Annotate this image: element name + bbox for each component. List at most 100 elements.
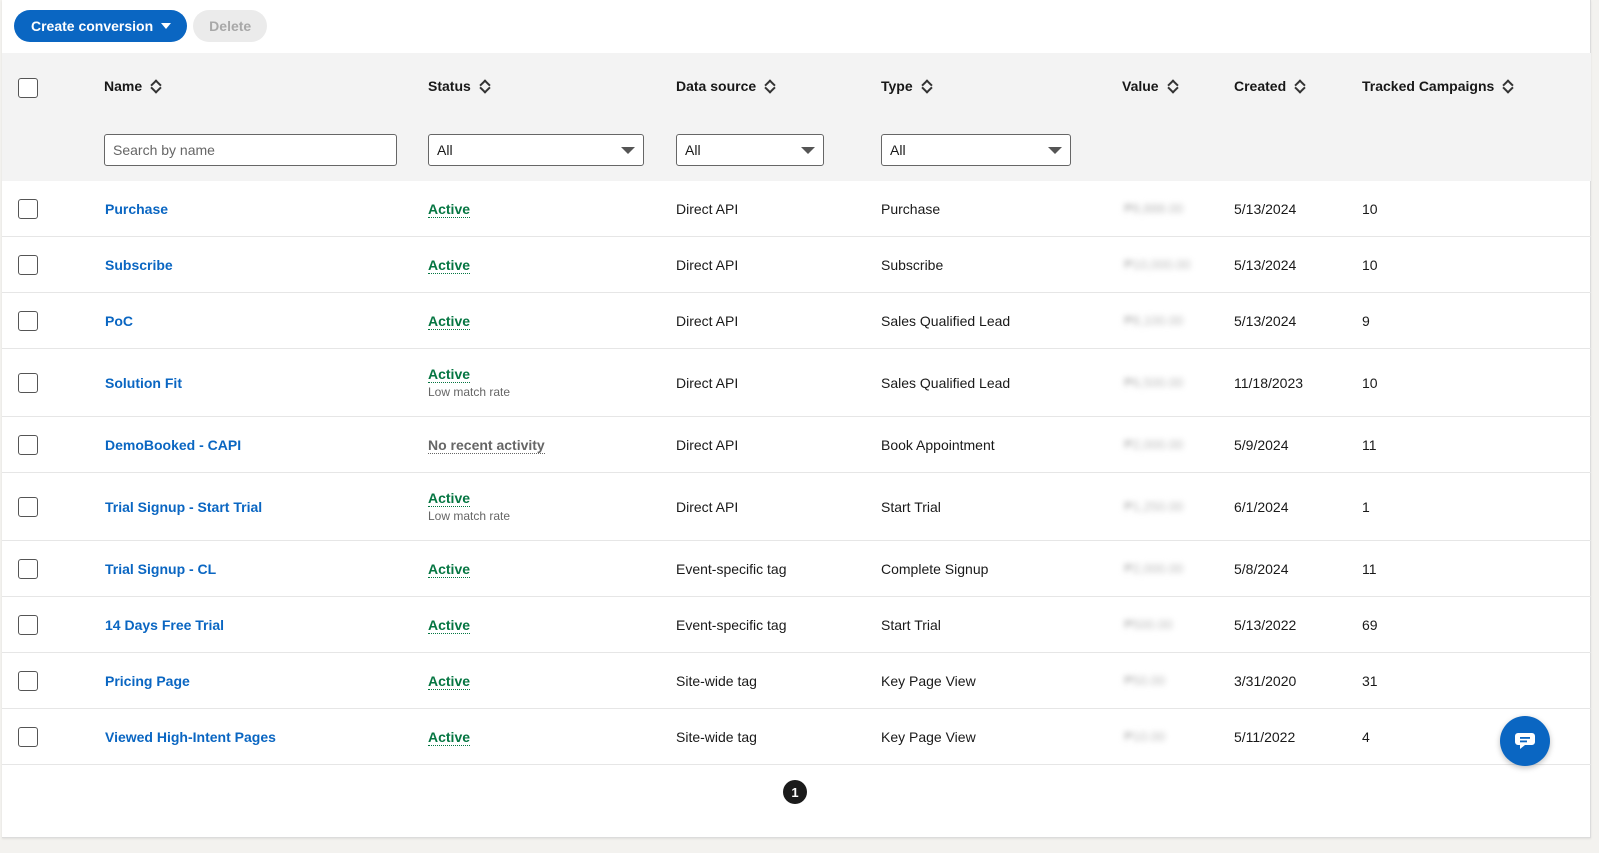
- data-source-cell: Site-wide tag: [676, 673, 757, 689]
- created-cell: 5/13/2022: [1234, 617, 1297, 633]
- row-checkbox[interactable]: [18, 373, 38, 393]
- column-tracked-campaigns[interactable]: Tracked Campaigns: [1362, 78, 1513, 94]
- table-row: Purchase Active Direct API Purchase ₱8,8…: [2, 181, 1591, 237]
- status-label[interactable]: Active: [428, 729, 471, 746]
- status-filter-value: All: [437, 142, 453, 158]
- conversion-name-link[interactable]: Purchase: [105, 201, 169, 217]
- value-cell: ₱8,100.00: [1124, 313, 1184, 328]
- column-type-label: Type: [881, 78, 913, 94]
- created-cell: 3/31/2020: [1234, 673, 1297, 689]
- table-row: PoC Active Direct API Sales Qualified Le…: [2, 293, 1591, 349]
- status-label[interactable]: Active: [428, 257, 471, 274]
- value-cell: ₱1,250.00: [1124, 499, 1184, 514]
- chat-icon: [1515, 733, 1535, 749]
- row-checkbox[interactable]: [18, 559, 38, 579]
- data-source-cell: Event-specific tag: [676, 561, 787, 577]
- column-value[interactable]: Value: [1122, 78, 1178, 94]
- conversion-name-link[interactable]: Subscribe: [105, 257, 173, 273]
- column-type[interactable]: Type: [881, 78, 932, 94]
- conversion-name-link[interactable]: PoC: [105, 313, 133, 329]
- table-row: Solution Fit Active Low match rate Direc…: [2, 349, 1591, 417]
- tracked-campaigns-cell: 11: [1362, 561, 1377, 577]
- table-row: Subscribe Active Direct API Subscribe ₱1…: [2, 237, 1591, 293]
- column-status[interactable]: Status: [428, 78, 490, 94]
- column-created[interactable]: Created: [1234, 78, 1305, 94]
- table-row: Viewed High-Intent Pages Active Site-wid…: [2, 709, 1591, 765]
- column-data-source[interactable]: Data source: [676, 78, 775, 94]
- status-cell: No recent activity: [428, 437, 545, 454]
- status-cell: Active: [428, 257, 471, 274]
- select-all-checkbox[interactable]: [18, 78, 38, 98]
- sort-icon[interactable]: [1295, 79, 1305, 93]
- status-label[interactable]: No recent activity: [428, 437, 545, 454]
- status-label[interactable]: Active: [428, 561, 471, 578]
- row-checkbox[interactable]: [18, 497, 38, 517]
- tracked-campaigns-cell: 11: [1362, 437, 1377, 453]
- pagination-page-1[interactable]: 1: [783, 780, 807, 804]
- create-conversion-button[interactable]: Create conversion: [14, 10, 188, 42]
- data-source-cell: Site-wide tag: [676, 729, 757, 745]
- column-name[interactable]: Name: [104, 78, 161, 94]
- delete-button[interactable]: Delete: [193, 10, 268, 42]
- type-cell: Complete Signup: [881, 561, 989, 577]
- created-cell: 5/13/2024: [1234, 201, 1297, 217]
- row-checkbox[interactable]: [18, 199, 38, 219]
- table-row: Pricing Page Active Site-wide tag Key Pa…: [2, 653, 1591, 709]
- sort-icon[interactable]: [1503, 79, 1513, 93]
- tracked-campaigns-cell: 10: [1362, 201, 1378, 217]
- value-cell: ₱10,000.00: [1124, 257, 1191, 272]
- type-cell: Start Trial: [881, 617, 941, 633]
- status-filter-select[interactable]: All: [428, 134, 644, 166]
- type-cell: Book Appointment: [881, 437, 995, 453]
- status-label[interactable]: Active: [428, 673, 471, 690]
- status-label[interactable]: Active: [428, 617, 471, 634]
- value-cell: ₱2,000.00: [1124, 561, 1184, 576]
- conversion-name-link[interactable]: Solution Fit: [105, 375, 182, 391]
- sort-icon[interactable]: [480, 79, 490, 93]
- type-filter-select[interactable]: All: [881, 134, 1071, 166]
- value-cell: ₱2,000.00: [1124, 437, 1184, 452]
- sort-icon[interactable]: [765, 79, 775, 93]
- tracked-campaigns-cell: 10: [1362, 257, 1378, 273]
- conversion-name-link[interactable]: Trial Signup - CL: [105, 561, 217, 577]
- table-row: DemoBooked - CAPI No recent activity Dir…: [2, 417, 1591, 473]
- status-cell: Active: [428, 201, 471, 218]
- data-source-cell: Direct API: [676, 437, 739, 453]
- tracked-campaigns-cell: 4: [1362, 729, 1370, 745]
- row-checkbox[interactable]: [18, 615, 38, 635]
- table-row: Trial Signup - Start Trial Active Low ma…: [2, 473, 1591, 541]
- column-status-label: Status: [428, 78, 471, 94]
- row-checkbox[interactable]: [18, 255, 38, 275]
- created-cell: 5/11/2022: [1234, 729, 1296, 745]
- sort-icon[interactable]: [922, 79, 932, 93]
- sort-icon[interactable]: [151, 79, 161, 93]
- type-cell: Subscribe: [881, 257, 944, 273]
- sort-icon[interactable]: [1168, 79, 1178, 93]
- row-checkbox[interactable]: [18, 311, 38, 331]
- status-label[interactable]: Active: [428, 313, 471, 330]
- row-checkbox[interactable]: [18, 727, 38, 747]
- conversion-name-link[interactable]: Pricing Page: [105, 673, 190, 689]
- type-cell: Purchase: [881, 201, 941, 217]
- column-name-label: Name: [104, 78, 143, 94]
- conversion-name-link[interactable]: Trial Signup - Start Trial: [105, 499, 263, 515]
- search-input[interactable]: Search by name: [104, 134, 397, 166]
- status-cell: Active: [428, 313, 471, 330]
- toolbar: Create conversion Delete: [14, 10, 268, 42]
- substatus-label: Low match rate: [428, 385, 511, 399]
- tracked-campaigns-cell: 10: [1362, 375, 1378, 391]
- conversion-name-link[interactable]: Viewed High-Intent Pages: [105, 729, 276, 745]
- status-label[interactable]: Active: [428, 201, 471, 218]
- row-checkbox[interactable]: [18, 435, 38, 455]
- status-cell: Active: [428, 729, 471, 746]
- status-label[interactable]: Active: [428, 366, 471, 383]
- data-source-cell: Direct API: [676, 375, 739, 391]
- data-source-filter-select[interactable]: All: [676, 134, 824, 166]
- row-checkbox[interactable]: [18, 671, 38, 691]
- column-created-label: Created: [1234, 78, 1287, 94]
- search-placeholder: Search by name: [113, 142, 215, 158]
- conversion-name-link[interactable]: DemoBooked - CAPI: [105, 437, 242, 453]
- chat-button[interactable]: [1500, 716, 1550, 766]
- conversion-name-link[interactable]: 14 Days Free Trial: [105, 617, 225, 633]
- status-label[interactable]: Active: [428, 490, 471, 507]
